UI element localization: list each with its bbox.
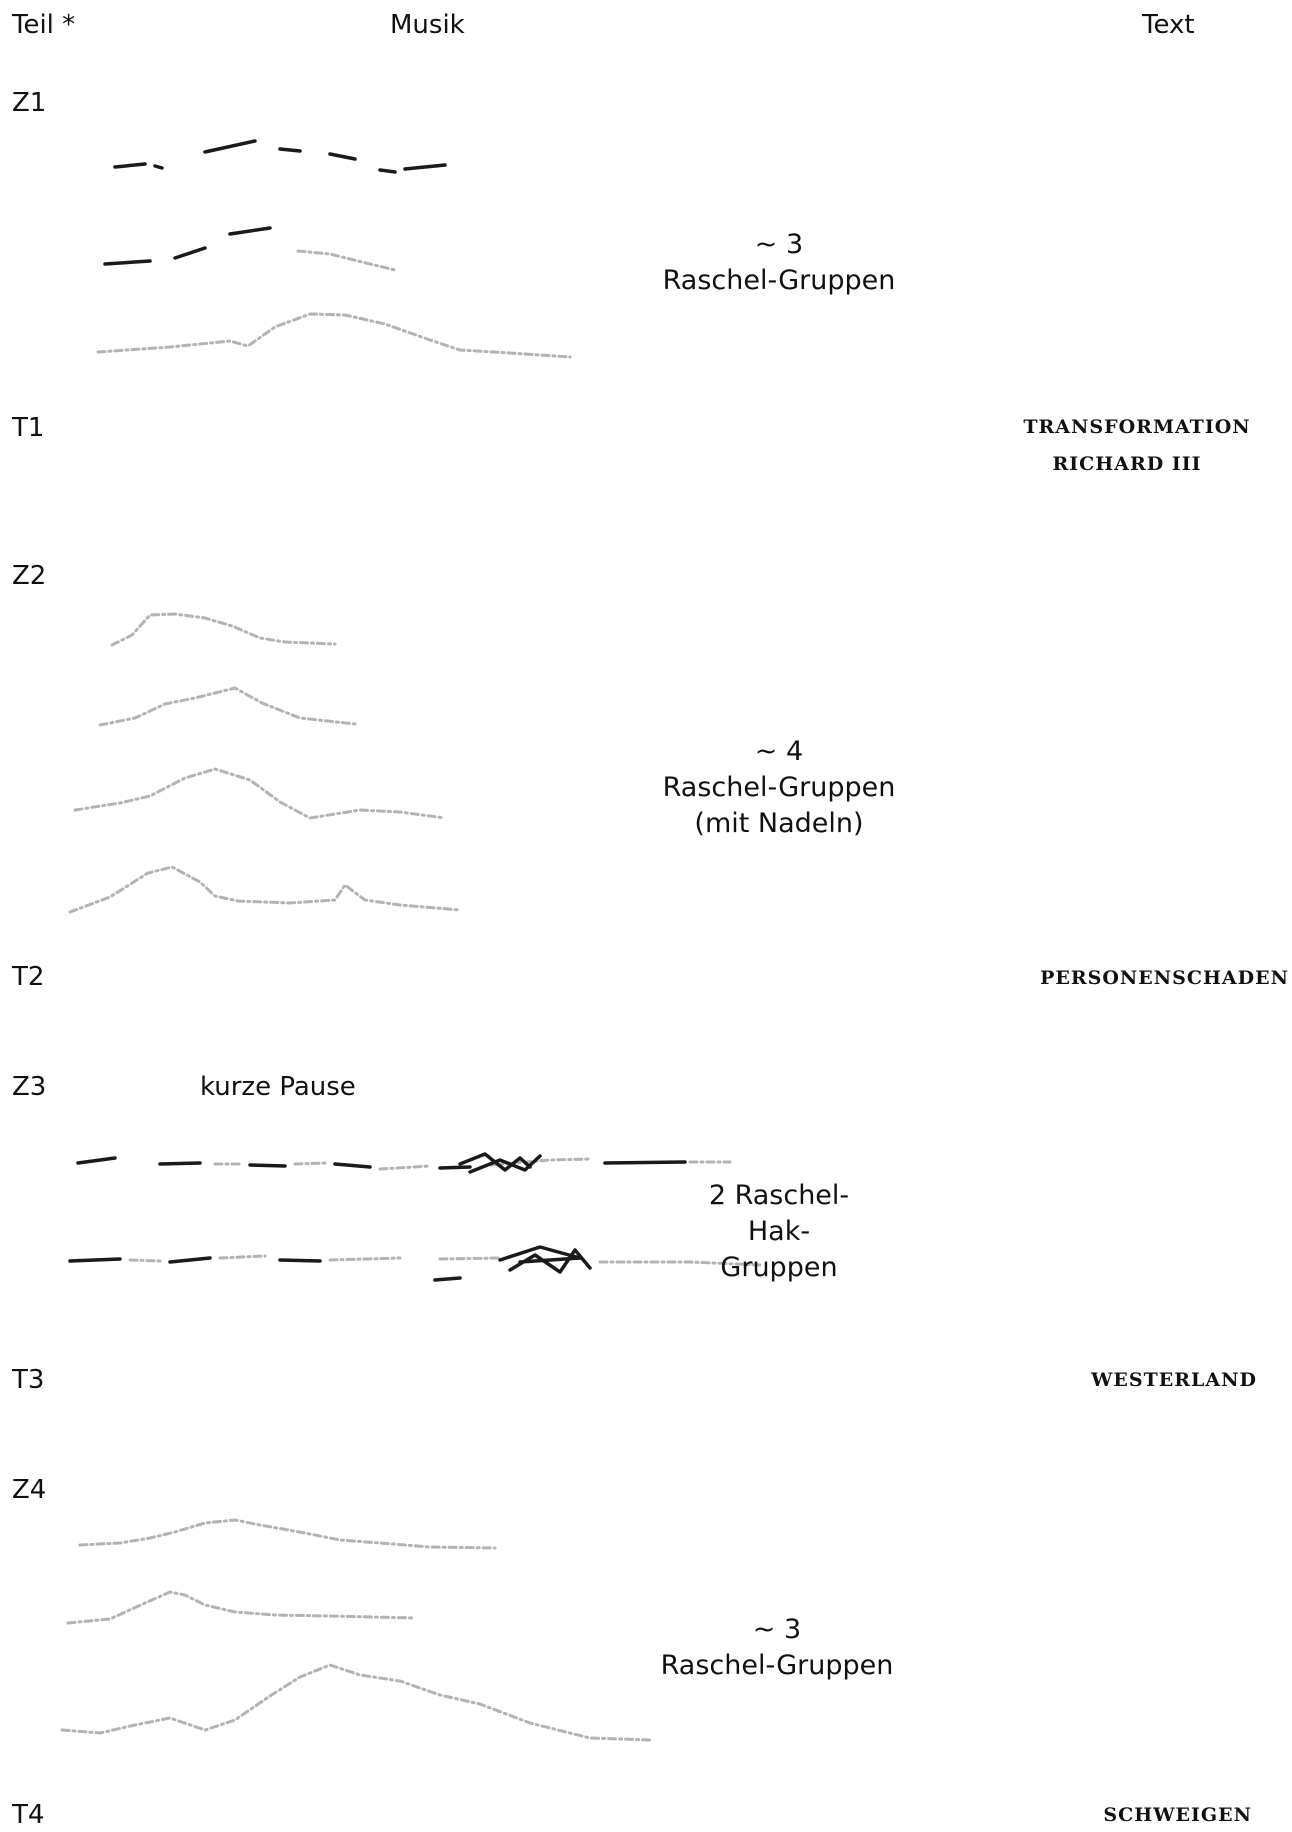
description-z4-line2: Raschel-Gruppen bbox=[660, 1650, 894, 1681]
sketch-z2-line3 bbox=[73, 767, 447, 820]
description-z1: ~ 3 Raschel-Gruppen bbox=[649, 227, 909, 299]
description-z2-line1: ~ 4 bbox=[754, 736, 804, 767]
sketch-z3-dot bbox=[310, 1320, 316, 1326]
sketch-z2 bbox=[68, 596, 462, 914]
section-label-t3: T3 bbox=[12, 1365, 45, 1395]
text-title-t2: PERSONENSCHADEN bbox=[1040, 967, 1289, 989]
sketch-z4 bbox=[60, 1485, 652, 1742]
sketch-z3-line2-soft bbox=[128, 1254, 762, 1267]
description-z2: ~ 4 Raschel-Gruppen (mit Nadeln) bbox=[649, 734, 909, 842]
column-header-text: Text bbox=[1142, 10, 1195, 40]
description-z4: ~ 3 Raschel-Gruppen bbox=[647, 1612, 907, 1684]
description-z3-line1: 2 Raschel- bbox=[708, 1180, 850, 1211]
description-z3: 2 Raschel- Hak- Gruppen bbox=[649, 1178, 909, 1286]
sketch-z3-scribble2 bbox=[498, 1245, 592, 1274]
sketch-z3-line1-solid bbox=[76, 1156, 687, 1170]
sketch-z4-line1 bbox=[78, 1518, 497, 1550]
sketch-z4-dot bbox=[313, 1485, 319, 1491]
sketch-z2-line1 bbox=[110, 612, 337, 647]
description-z2-line3: (mit Nadeln) bbox=[694, 808, 864, 839]
section-label-z4: Z4 bbox=[12, 1475, 47, 1505]
text-title-t1-line1: TRANSFORMATION bbox=[1023, 416, 1251, 438]
sketch-z1-line1 bbox=[113, 139, 447, 174]
description-z4-line1: ~ 3 bbox=[752, 1614, 802, 1645]
sketch-z2-line2 bbox=[98, 686, 357, 727]
section-label-z2: Z2 bbox=[12, 561, 47, 591]
column-header-musik: Musik bbox=[390, 10, 465, 40]
sketch-z1-line3 bbox=[96, 312, 572, 359]
sketch-z2-needle-marks bbox=[90, 596, 429, 897]
description-z1-line2: Raschel-Gruppen bbox=[662, 265, 896, 296]
sketch-z1-line2a bbox=[103, 226, 272, 266]
sketch-z4-line3 bbox=[60, 1663, 652, 1742]
description-z1-line1: ~ 3 bbox=[754, 229, 804, 260]
section-label-t1: T1 bbox=[12, 413, 45, 443]
sketch-z1 bbox=[96, 139, 572, 359]
section-label-t4: T4 bbox=[12, 1800, 45, 1830]
sketch-z3 bbox=[68, 1152, 762, 1326]
sketch-z3-accent bbox=[433, 1276, 462, 1282]
sketch-z3-line1-soft bbox=[213, 1157, 732, 1171]
sketch-z3-scribble1 bbox=[458, 1152, 542, 1174]
section-label-t2: T2 bbox=[12, 962, 45, 992]
note-kurze-pause: kurze Pause bbox=[200, 1072, 356, 1102]
section-label-z1: Z1 bbox=[12, 88, 47, 118]
sketch-z4-line2 bbox=[66, 1590, 417, 1625]
section-label-z3: Z3 bbox=[12, 1072, 47, 1102]
sketch-z3-line2-solid bbox=[68, 1256, 582, 1264]
column-header-teil: Teil * bbox=[12, 10, 76, 40]
description-z3-line3: Gruppen bbox=[720, 1252, 838, 1283]
description-z3-line2: Hak- bbox=[747, 1216, 811, 1247]
text-title-t3: WESTERLAND bbox=[1091, 1369, 1257, 1391]
sketch-z2-line4 bbox=[68, 865, 462, 914]
text-title-t1-line2: RICHARD III bbox=[1052, 453, 1202, 475]
text-title-t4: SCHWEIGEN bbox=[1103, 1804, 1252, 1826]
description-z2-line2: Raschel-Gruppen bbox=[662, 772, 896, 803]
sketch-z1-line2b bbox=[296, 249, 397, 272]
